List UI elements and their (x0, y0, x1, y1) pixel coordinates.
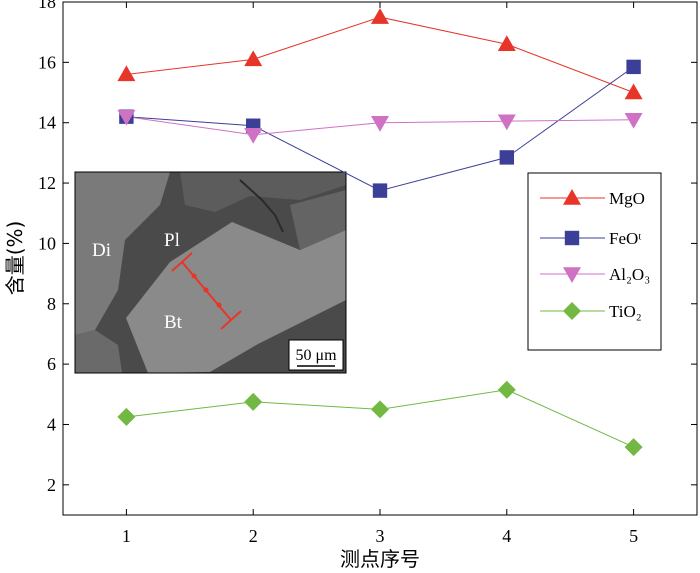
scale-bar-label: 50 μm (295, 347, 337, 364)
inset-label-pl: Pl (164, 230, 180, 251)
legend: MgO FeOᵗ Al₂O₃ TiO₂ (540, 189, 650, 321)
data-point (371, 400, 389, 419)
inset-grain-right (290, 190, 346, 250)
inset-profile-point (216, 302, 222, 308)
inset-border (74, 171, 347, 374)
y-tick-label: 8 (47, 294, 56, 314)
legend-marker (563, 189, 581, 205)
inset-profile-tick-start (171, 252, 193, 272)
y-tick-label: 10 (38, 233, 56, 253)
legend-marker (563, 267, 581, 283)
x-axis-title: 测点序号 (340, 547, 420, 571)
data-point (372, 183, 388, 198)
scale-bar-box (288, 339, 344, 371)
x-tick-label: 5 (629, 526, 638, 546)
data-point (624, 438, 643, 457)
data-point (497, 114, 516, 131)
legend-label: TiO₂ (609, 302, 642, 321)
x-tick-label: 2 (249, 526, 258, 546)
data-point (117, 65, 136, 82)
y-tick-label: 14 (38, 113, 56, 133)
legend-marker (564, 230, 580, 246)
series-layer (117, 8, 643, 457)
axis-ticks (63, 1, 697, 515)
data-point (624, 112, 643, 129)
series-line (126, 389, 634, 448)
legend-marker (563, 302, 581, 320)
y-tick-label: 4 (47, 414, 56, 434)
inset-grain-di (75, 172, 170, 335)
y-tick-label: 16 (38, 52, 56, 72)
y-tick-label: 12 (38, 173, 56, 193)
x-tick-label: 3 (376, 526, 385, 546)
inset-grain-bt (126, 222, 346, 373)
inset-micrograph: Di Pl Bt 50 μm (74, 171, 347, 374)
inset-profile-tick-end (220, 310, 242, 330)
inset-fracture (239, 179, 284, 233)
data-point (626, 59, 641, 75)
data-point (624, 83, 643, 100)
data-point (499, 150, 514, 165)
data-point (244, 392, 263, 411)
legend-label: Al₂O₃ (609, 265, 650, 284)
data-point (371, 115, 389, 132)
data-point (497, 35, 516, 51)
inset-grain-lower-left (75, 330, 122, 373)
y-tick-label: 2 (47, 475, 56, 495)
y-tick-label: 18 (38, 0, 56, 12)
legend-frame (527, 172, 662, 351)
legend-label: MgO (609, 189, 645, 208)
inset-label-di: Di (92, 240, 111, 261)
data-point (244, 50, 263, 67)
x-tick-label: 1 (122, 526, 131, 546)
data-point (244, 128, 263, 144)
y-axis-title: 含量(%) (3, 221, 27, 296)
data-point (371, 8, 389, 24)
data-point (117, 109, 136, 126)
series-line (126, 16, 634, 93)
inset-profile-point (203, 287, 209, 293)
data-point (117, 407, 136, 426)
inset-profile-point (191, 273, 197, 279)
legend-label: FeOᵗ (609, 229, 642, 248)
y-tick-label: 6 (47, 354, 56, 374)
data-point (497, 380, 516, 399)
inset-label-bt: Bt (164, 312, 183, 333)
inset-grain-upper (180, 172, 346, 212)
x-tick-label: 4 (502, 526, 511, 546)
